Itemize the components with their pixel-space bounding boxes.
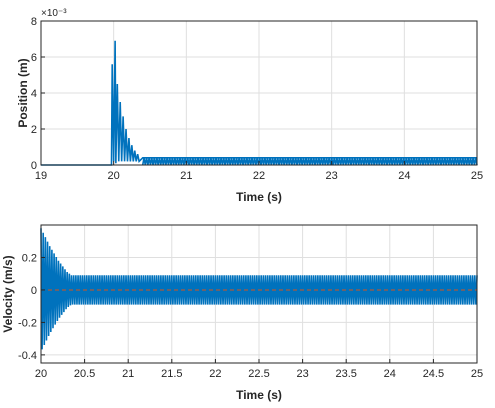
velocity-x-tick-label: 20 — [35, 368, 47, 380]
position-x-tick-label: 25 — [471, 170, 483, 182]
position-y-tick-label: 8 — [31, 16, 37, 28]
position-x-tick-label: 20 — [108, 170, 120, 182]
velocity-ticks: 20 20.5 21 21.5 22 22.5 23 23.5 24 24.5 25 -0.4 -0.2… — [18, 252, 483, 380]
velocity-x-tick-label: 25 — [471, 368, 483, 380]
position-y-tick-label: 6 — [31, 52, 37, 64]
position-y-tick-label: 4 — [31, 88, 37, 100]
velocity-series-line — [40, 228, 478, 350]
position-x-tick-label: 23 — [326, 170, 338, 182]
position-y-axis-label: Position (m) — [16, 58, 30, 127]
velocity-x-tick-label: 21 — [122, 368, 134, 380]
velocity-y-axis-label: Velocity (m/s) — [1, 255, 15, 332]
velocity-x-tick-label: 24.5 — [423, 368, 444, 380]
position-y-tick-label: 2 — [31, 124, 37, 136]
velocity-y-tick-label: -0.2 — [18, 317, 37, 329]
velocity-x-tick-label: 23 — [296, 368, 308, 380]
velocity-x-tick-label: 22.5 — [248, 368, 269, 380]
position-x-tick-label: 21 — [180, 170, 192, 182]
velocity-x-tick-label: 20.5 — [74, 368, 95, 380]
position-x-axis-label: Time (s) — [236, 190, 282, 204]
velocity-x-tick-label: 22 — [209, 368, 221, 380]
velocity-x-tick-label: 23.5 — [335, 368, 356, 380]
velocity-x-axis-label: Time (s) — [236, 388, 282, 402]
velocity-x-tick-label: 24 — [384, 368, 396, 380]
position-y-tick-label: 0 — [31, 160, 37, 172]
position-x-tick-label: 24 — [398, 170, 410, 182]
velocity-y-tick-label: 0.2 — [22, 252, 37, 264]
position-x-tick-label: 19 — [35, 170, 47, 182]
position-series-oscillation — [141, 157, 478, 166]
velocity-x-tick-label: 21.5 — [161, 368, 182, 380]
velocity-series — [40, 228, 478, 350]
position-y-exponent: ×10⁻³ — [41, 8, 67, 19]
position-x-tick-label: 22 — [253, 170, 265, 182]
velocity-axes: 20 20.5 21 21.5 22 22.5 23 23.5 24 24.5 25 -0.4 -0.2… — [1, 224, 483, 402]
velocity-y-tick-label: 0 — [31, 285, 37, 297]
velocity-y-tick-label: -0.4 — [18, 350, 37, 362]
position-grid — [40, 20, 478, 166]
